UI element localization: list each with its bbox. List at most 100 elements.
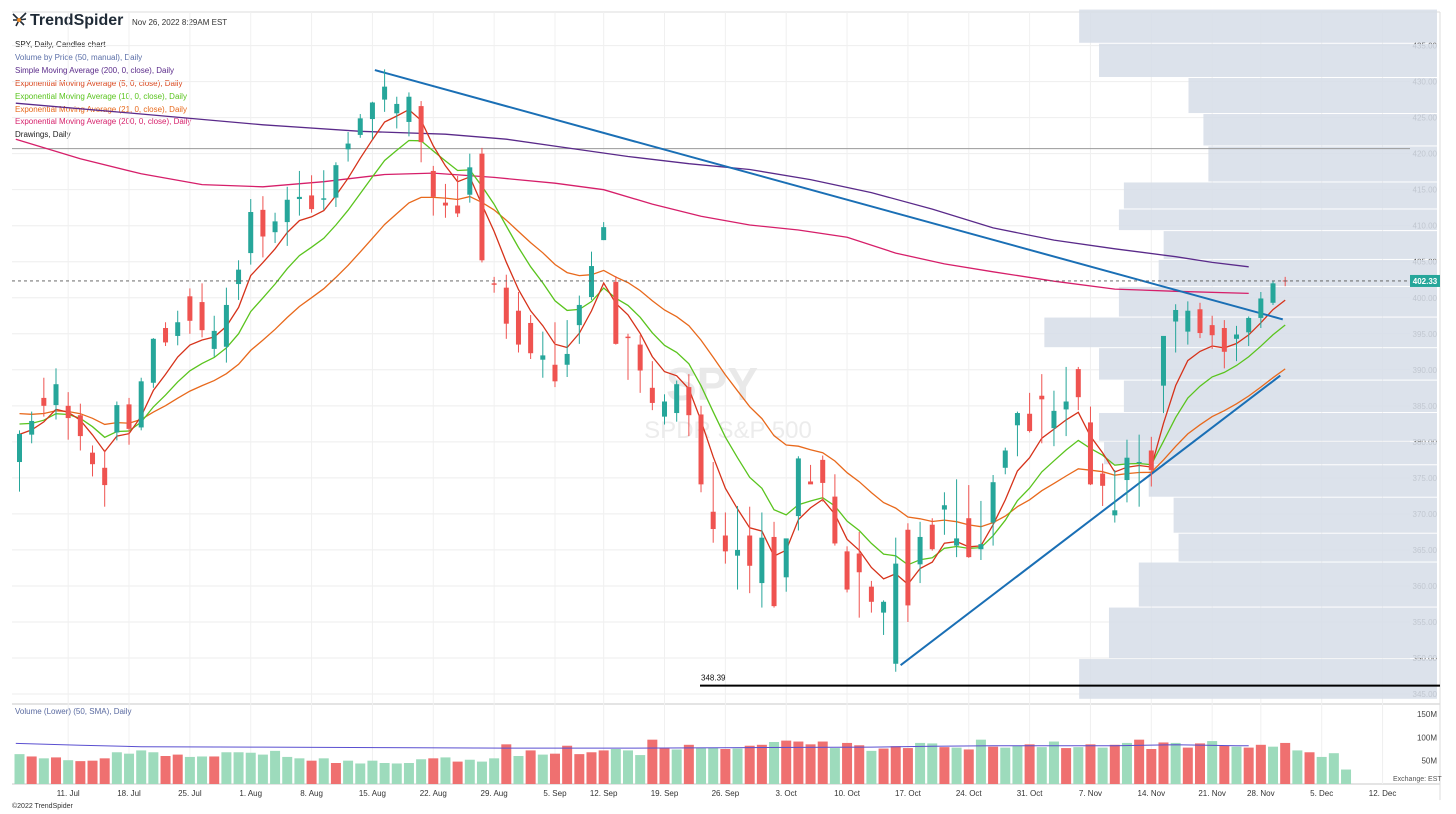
- candle: [528, 315, 534, 359]
- candle: [272, 212, 278, 243]
- candle-body: [540, 355, 546, 360]
- candle: [625, 333, 631, 380]
- candle-body: [1063, 401, 1069, 410]
- candle-body: [613, 281, 619, 344]
- legend-item-ema10[interactable]: Exponential Moving Average (10, 0, close…: [15, 91, 187, 101]
- candle-body: [1087, 422, 1093, 485]
- candle-body: [735, 549, 741, 556]
- volume-bar: [817, 741, 828, 784]
- volume-bar: [781, 740, 792, 784]
- volume-bar: [1170, 742, 1181, 784]
- vbp-bar: [1079, 9, 1437, 43]
- candle: [613, 276, 619, 345]
- volume-panel-label[interactable]: Volume (Lower) (50, SMA), Daily: [15, 707, 132, 716]
- candle: [455, 175, 461, 218]
- x-tick-label: 11. Jul: [57, 789, 80, 798]
- candle: [1027, 392, 1033, 433]
- candle-body: [515, 310, 521, 345]
- vbp-bar: [1163, 231, 1437, 259]
- volume-bar: [1182, 747, 1193, 784]
- volume-bar: [99, 758, 110, 784]
- volume-bar: [659, 747, 670, 784]
- candle: [1075, 366, 1081, 411]
- vbp-bar: [1099, 348, 1437, 380]
- candle: [321, 170, 327, 210]
- candle-body: [17, 433, 22, 463]
- volume-bar: [367, 760, 378, 784]
- candle: [917, 521, 923, 584]
- candle: [649, 361, 655, 411]
- candle-body: [102, 467, 108, 486]
- volume-bar: [282, 756, 293, 784]
- candle: [1002, 447, 1008, 475]
- candle-body: [114, 405, 120, 433]
- x-tick-label: 7. Nov: [1079, 789, 1102, 798]
- candle: [1039, 374, 1045, 444]
- candle: [442, 183, 448, 218]
- candle: [1136, 434, 1142, 507]
- legend-item-candles[interactable]: SPY, Daily, Candles chart: [15, 40, 106, 49]
- volume-bar: [221, 752, 232, 784]
- volume-bar: [683, 744, 694, 784]
- x-tick-label: 5. Sep: [543, 789, 567, 798]
- candle-body: [856, 553, 862, 573]
- legend-item-ema200[interactable]: Exponential Moving Average (200, 0, clos…: [15, 117, 192, 127]
- volume-bar: [842, 742, 853, 784]
- legend-item-sma200[interactable]: Simple Moving Average (200, 0, close), D…: [15, 65, 175, 75]
- volume-bar: [696, 748, 707, 784]
- x-tick-label: 3. Oct: [776, 789, 798, 798]
- candle: [881, 600, 887, 635]
- volume-bar: [1243, 747, 1254, 784]
- volume-bar: [476, 761, 487, 784]
- volume-bar: [63, 760, 74, 784]
- last-price-tag: [1410, 274, 1440, 287]
- vbp-bar: [1188, 77, 1437, 114]
- candle-body: [1221, 328, 1227, 352]
- candle-body: [211, 330, 217, 349]
- legend-item-ema5[interactable]: Exponential Moving Average (5, 0, close)…: [15, 78, 183, 88]
- indicator-legend: SPY, Daily, Candles chart Volume by Pric…: [15, 39, 191, 142]
- candle: [1270, 281, 1276, 305]
- candle: [248, 199, 254, 265]
- candle: [588, 251, 594, 300]
- spider-icon: [12, 12, 27, 27]
- ema5-line: [19, 108, 1286, 586]
- volume-bar: [136, 750, 147, 784]
- volume-bar: [769, 742, 780, 784]
- candle-body: [1185, 310, 1191, 332]
- volume-bar: [586, 752, 597, 784]
- legend-item-volume-by-price[interactable]: Volume by Price (50, manual), Daily: [15, 52, 143, 62]
- candle: [1124, 439, 1130, 503]
- candle-body: [674, 384, 680, 414]
- candle-body: [1136, 462, 1142, 464]
- candle-body: [978, 544, 984, 550]
- volume-bar: [1255, 744, 1266, 784]
- volume-bar: [1121, 742, 1132, 784]
- candle-body: [382, 86, 388, 100]
- candle-body: [65, 405, 71, 419]
- vbp-bar: [1178, 533, 1437, 562]
- legend-item-drawings[interactable]: Drawings, Daily: [15, 130, 71, 140]
- candle: [479, 147, 485, 263]
- candle: [941, 492, 947, 535]
- candle: [990, 474, 996, 546]
- candle: [759, 512, 765, 608]
- candle: [77, 403, 83, 451]
- candle-body: [394, 103, 400, 114]
- x-tick-label: 18. Jul: [117, 789, 141, 798]
- candle: [163, 322, 169, 347]
- candle: [893, 537, 899, 672]
- candle: [357, 114, 363, 138]
- candle: [698, 405, 704, 493]
- candle-body: [1160, 335, 1166, 386]
- candle-body: [710, 511, 716, 530]
- volume-bar: [464, 759, 475, 784]
- volume-bar: [209, 756, 220, 784]
- legend-item-ema21[interactable]: Exponential Moving Average (21, 0, close…: [15, 104, 187, 114]
- volume-bar: [647, 739, 658, 784]
- candle-body: [662, 401, 668, 417]
- candle: [564, 320, 570, 378]
- trendspider-logo[interactable]: TrendSpider: [12, 12, 123, 30]
- candle: [1246, 316, 1252, 347]
